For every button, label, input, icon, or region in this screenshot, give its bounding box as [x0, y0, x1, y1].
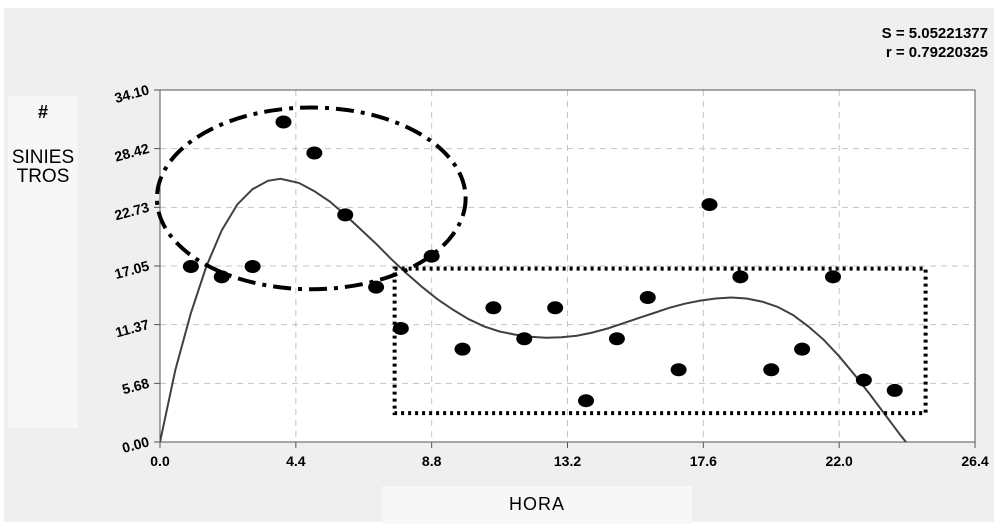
highlight-ellipse — [154, 105, 468, 292]
data-point — [670, 363, 687, 377]
x-axis-title: HORA — [508, 494, 565, 514]
data-point — [794, 342, 811, 356]
data-point — [516, 332, 533, 346]
x-tick-label: 17.6 — [690, 453, 717, 469]
data-point — [423, 249, 440, 263]
y-axis-title-box: # SINIESTROS — [8, 96, 78, 428]
x-tick-label: 8.8 — [422, 453, 442, 469]
y-tick-label: 11.37 — [114, 316, 151, 340]
y-tick-label: 34.10 — [113, 81, 151, 106]
highlight-rectangle — [392, 266, 928, 416]
data-point — [306, 146, 323, 160]
y-tick-label: 22.73 — [113, 199, 151, 224]
y-tick-label: 5.68 — [120, 375, 151, 398]
correlation-label: r = 0.79220325 — [885, 44, 988, 61]
data-point — [275, 115, 292, 129]
x-tick-label: 22.0 — [826, 453, 853, 469]
data-point — [182, 260, 199, 274]
y-axis-title: SINIESTROS — [11, 147, 75, 187]
fit-statistics: S = 5.05221377 r = 0.79220325 — [882, 24, 988, 62]
x-axis-title-box: HORA — [382, 486, 692, 524]
x-tick-label: 4.4 — [286, 453, 306, 469]
fit-curve — [160, 177, 908, 442]
data-point — [368, 280, 385, 294]
data-point — [454, 342, 471, 356]
data-point — [732, 270, 749, 284]
y-tick-label: 28.42 — [113, 140, 151, 165]
data-point — [337, 208, 354, 222]
data-point — [701, 198, 718, 212]
data-point — [763, 363, 780, 377]
x-tick-label: 13.2 — [554, 453, 581, 469]
data-point — [213, 270, 230, 284]
std-error-label: S = 5.05221377 — [881, 25, 988, 42]
data-point — [392, 321, 409, 335]
data-point — [639, 290, 656, 304]
data-point — [886, 383, 903, 397]
data-point — [244, 260, 261, 274]
data-point — [578, 394, 595, 408]
y-tick-label: 17.05 — [113, 257, 151, 282]
y-axis-title-hash: # — [37, 102, 48, 122]
y-tick-label: 0.00 — [120, 433, 151, 456]
data-point — [824, 270, 841, 284]
data-point — [485, 301, 502, 315]
x-tick-label: 0.0 — [150, 453, 170, 469]
x-tick-label: 26.4 — [961, 453, 988, 469]
data-point — [547, 301, 564, 315]
data-point — [608, 332, 625, 346]
data-point — [855, 373, 872, 387]
